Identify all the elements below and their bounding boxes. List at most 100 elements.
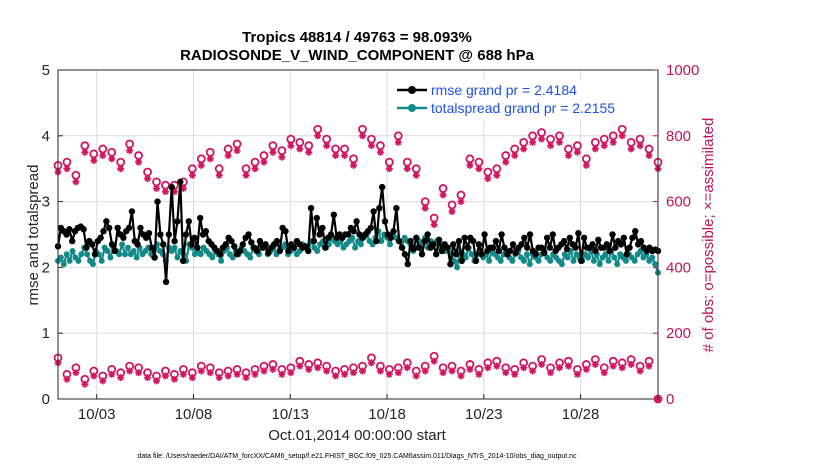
rmse-point: [464, 244, 471, 251]
obs-assimilated-marker-lower: [457, 372, 465, 380]
obs-assimilated-marker-lower: [394, 369, 402, 377]
rmse-point: [481, 231, 488, 238]
plot-frame: [57, 69, 659, 400]
rmse-point: [478, 251, 485, 258]
obs-assimilated-marker-lower: [144, 374, 152, 382]
obs-star-stroke: [556, 139, 563, 146]
obs-assimilated-marker-upper: [645, 152, 653, 160]
totalspread-point: [84, 251, 91, 258]
obs-assimilated-marker-upper: [341, 152, 349, 160]
rmse-point: [66, 226, 73, 233]
totalspread-point: [497, 257, 504, 264]
obs-assimilated-marker-upper: [224, 152, 232, 160]
obs-assimilated-marker-upper: [350, 161, 358, 169]
rmse-point: [80, 226, 87, 233]
obs-star-stroke: [189, 172, 196, 179]
rmse-point: [231, 243, 238, 250]
rmse-point: [103, 218, 110, 225]
obs-assimilated-marker-lower: [296, 362, 304, 370]
obs-star-stroke: [637, 142, 644, 149]
obs-star-stroke: [135, 159, 142, 166]
obs-star-stroke: [180, 185, 187, 192]
rmse-point: [248, 239, 255, 246]
rmse-point: [239, 241, 247, 248]
rmse-point: [262, 241, 269, 248]
y-tick-label: 4: [42, 128, 50, 145]
obs-assimilated-marker-upper: [358, 132, 366, 140]
obs-assimilated-marker-lower: [117, 374, 125, 382]
rmse-point: [543, 234, 551, 241]
obs-assimilated-marker-upper: [126, 147, 134, 155]
obs-star-stroke: [601, 369, 608, 376]
rmse-point: [69, 237, 76, 245]
x-tick-label: 10/08: [175, 406, 213, 423]
rmse-point: [245, 231, 252, 238]
obs-star-stroke: [296, 145, 303, 152]
obs-assimilated-marker-upper: [582, 161, 590, 169]
obs-assimilated-marker-upper: [135, 158, 143, 166]
totalspread-point: [104, 247, 111, 254]
rmse-point: [566, 234, 574, 241]
obs-star-stroke: [628, 361, 635, 368]
y-axis-left: 0 1 2 3 4 5: [42, 62, 63, 408]
rmse-point: [418, 251, 426, 258]
obs-assimilated-marker-lower: [376, 367, 384, 375]
obs-star-stroke: [547, 369, 554, 376]
obs-star-stroke: [323, 142, 330, 149]
obs-star-stroke: [126, 147, 133, 154]
rmse-point: [111, 247, 119, 255]
totalspread-point: [174, 254, 181, 261]
obs-star-stroke: [162, 372, 169, 379]
obs-star-stroke: [90, 372, 97, 379]
rmse-point: [188, 241, 195, 248]
totalspread-point: [521, 257, 528, 264]
rmse-point: [179, 257, 187, 265]
obs-assimilated-marker-lower: [323, 367, 331, 375]
obs-assimilated-marker-lower: [126, 367, 134, 375]
obs-star-stroke: [484, 175, 491, 182]
rmse-series: [54, 178, 662, 286]
obs-markers-lower: [53, 351, 663, 404]
obs-star-stroke: [117, 374, 124, 381]
rmse-point: [623, 251, 630, 258]
rmse-point: [353, 218, 360, 225]
obs-star-stroke: [413, 372, 420, 379]
rmse-point: [236, 247, 244, 255]
rmse-point: [196, 214, 204, 222]
obs-assimilated-marker-lower: [564, 362, 572, 370]
rmse-point: [265, 249, 272, 257]
y-right-tick-label: 600: [666, 194, 691, 211]
obs-star-stroke: [314, 364, 321, 371]
obs-star-stroke: [449, 368, 456, 375]
obs-assimilated-marker-upper: [260, 158, 268, 166]
rmse-point: [276, 247, 284, 255]
obs-assimilated-marker-lower: [161, 372, 169, 380]
obs-assimilated-marker-upper: [511, 152, 519, 160]
obs-assimilated-marker-upper: [117, 165, 125, 173]
obs-star-stroke: [287, 142, 294, 149]
y-tick-label: 3: [42, 194, 50, 211]
y-right-tick-label: 1000: [666, 62, 699, 79]
y-tick-label: 5: [42, 62, 50, 79]
obs-assimilated-marker-upper: [439, 191, 447, 199]
obs-assimilated-marker-upper: [242, 171, 250, 179]
obs-star-stroke: [144, 374, 151, 381]
obs-star-stroke: [422, 205, 429, 212]
rmse-point: [444, 244, 451, 251]
obs-star-stroke: [135, 369, 142, 376]
rmse-point: [390, 228, 397, 235]
totalspread-point: [486, 257, 493, 264]
totalspread-point: [614, 261, 621, 268]
obs-star-stroke: [171, 376, 178, 383]
totalspread-point: [75, 257, 82, 264]
y-axis-right-label: # of obs: o=possible; ×=assimilated: [700, 118, 717, 353]
obs-assimilated-marker-lower: [188, 374, 196, 382]
legend-rmse-label: rmse grand pr = 2.4184: [431, 82, 577, 98]
rmse-point: [572, 244, 579, 251]
obs-assimilated-marker-lower: [555, 364, 563, 372]
obs-assimilated-marker-upper: [278, 153, 286, 161]
rmse-point: [469, 237, 477, 245]
totalspread-point: [66, 257, 73, 264]
obs-star-stroke: [484, 364, 491, 371]
obs-assimilated-marker-upper: [564, 152, 572, 160]
